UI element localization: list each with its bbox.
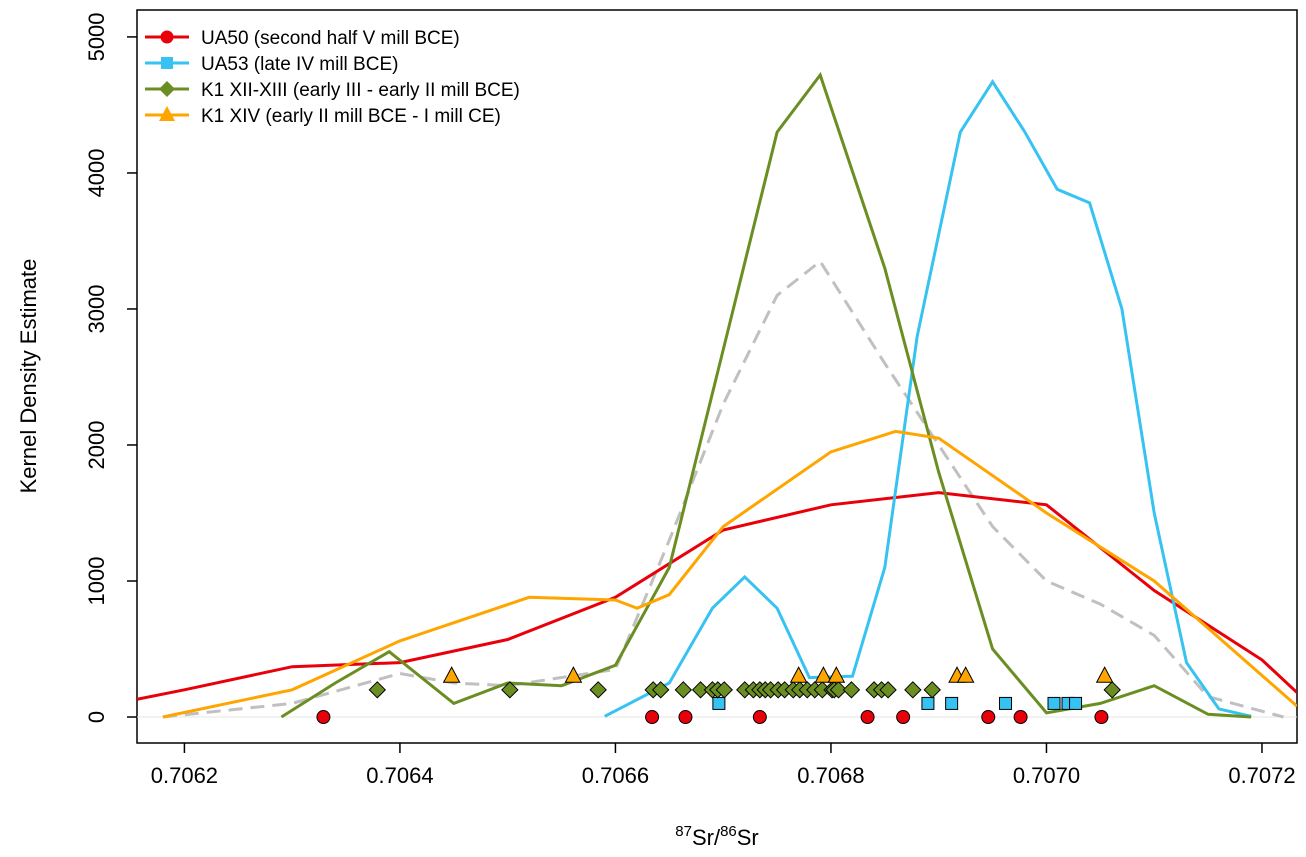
point (501, 681, 519, 699)
point (1095, 666, 1114, 683)
legend-label: K1 XIV (early II mill BCE - I mill CE) (201, 106, 501, 127)
point (651, 681, 670, 699)
density-curve (162, 429, 1297, 719)
point (879, 681, 897, 699)
point (904, 681, 922, 699)
x-tick-label: 0.7064 (366, 763, 433, 788)
point (956, 666, 975, 683)
legend-marker (161, 57, 173, 69)
point (564, 666, 583, 683)
point (860, 710, 875, 725)
point (1047, 696, 1061, 710)
legend-label: UA50 (second half V mill BCE) (201, 28, 460, 49)
point (712, 696, 726, 710)
x-tick-label: 0.7072 (1228, 763, 1295, 788)
y-tick-label: 4000 (84, 148, 109, 197)
y-axis-label: Kernel Density Estimate (16, 259, 41, 494)
y-tick-label: 5000 (84, 12, 109, 61)
point (896, 710, 911, 725)
density-curve (604, 79, 1252, 718)
legend-marker (159, 106, 175, 121)
x-label-sup: 86 (720, 823, 737, 840)
legend-label: K1 XII-XIII (early III - early II mill B… (201, 80, 520, 101)
density-curve (162, 259, 1284, 719)
point (842, 681, 861, 699)
point (674, 681, 693, 699)
y-tick-label: 1000 (84, 557, 109, 606)
point (829, 681, 848, 699)
point (945, 696, 959, 710)
point (1103, 681, 1121, 699)
y-tick-label: 3000 (84, 284, 109, 333)
point (442, 666, 461, 683)
point (1069, 696, 1083, 710)
x-label-sup: 87 (675, 823, 692, 840)
point (999, 696, 1013, 710)
x-tick-label: 0.7066 (582, 763, 649, 788)
point (752, 710, 767, 725)
point (981, 710, 996, 725)
point (789, 666, 808, 683)
x-label-part: Sr (737, 825, 759, 850)
legend-marker (159, 81, 175, 97)
point (814, 666, 833, 683)
y-tick-label: 2000 (84, 421, 109, 470)
x-tick-label: 0.7062 (151, 763, 218, 788)
point (1013, 710, 1028, 725)
point (678, 710, 693, 725)
x-axis-label: 87Sr/86Sr (675, 823, 759, 850)
point (827, 666, 846, 683)
point (589, 681, 607, 699)
y-tick-label: 0 (84, 711, 109, 723)
x-tick-label: 0.7070 (1013, 763, 1080, 788)
legend-marker (160, 30, 174, 44)
x-tick-label: 0.7068 (797, 763, 864, 788)
point (921, 696, 935, 710)
plot-frame (136, 9, 1298, 744)
point (715, 681, 733, 699)
density-curve (280, 71, 1252, 719)
point (691, 681, 710, 699)
point (368, 681, 387, 699)
point (316, 710, 331, 725)
x-label-part: Sr/ (692, 825, 721, 850)
point (645, 710, 660, 725)
point (1094, 710, 1109, 725)
density-curve (137, 491, 1297, 701)
point (923, 681, 941, 699)
legend-label: UA53 (late IV mill BCE) (201, 54, 398, 75)
